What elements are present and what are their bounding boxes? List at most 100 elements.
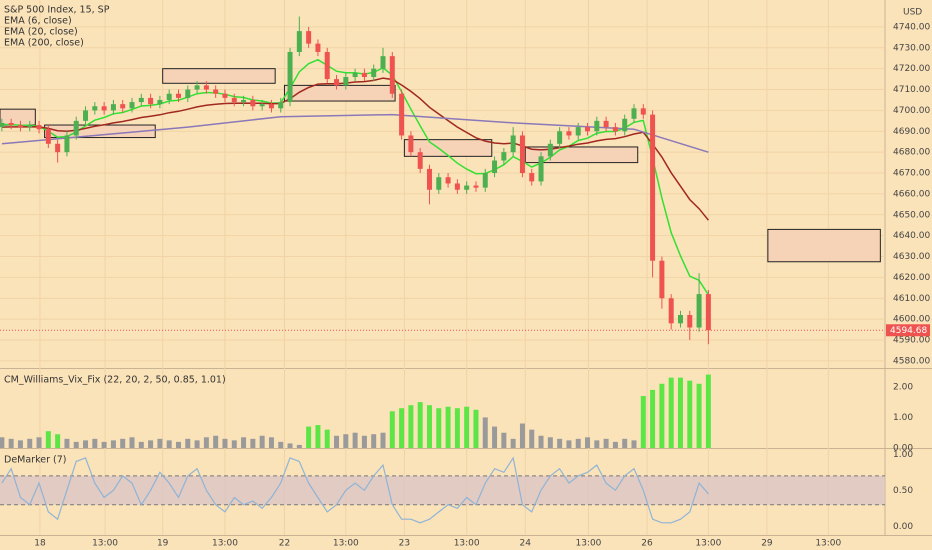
candle-body <box>399 93 405 136</box>
histogram-bar <box>92 438 98 448</box>
x-tick-label: 19 <box>157 539 169 549</box>
x-tick-label: 13:00 <box>333 539 359 549</box>
histogram-bar <box>612 441 618 448</box>
histogram-bar <box>8 438 14 448</box>
candle-body <box>650 114 656 261</box>
histogram-bar <box>324 429 330 448</box>
histogram-bar <box>148 440 154 448</box>
candle-body <box>27 125 33 128</box>
candle-body <box>0 122 5 128</box>
pane-title: S&P 500 Index, 15, SP <box>4 5 110 16</box>
candle-body <box>659 260 665 299</box>
histogram-bar <box>129 437 135 448</box>
histogram-bar <box>259 435 265 448</box>
candle-body <box>250 99 256 107</box>
candle-body <box>603 120 609 128</box>
y-tick-label: 2.00 <box>893 382 913 392</box>
candle-body <box>92 106 98 111</box>
candle-body <box>389 56 395 94</box>
candle-body <box>594 120 600 132</box>
y-tick-label: 0.00 <box>893 444 913 454</box>
candle-body <box>547 143 553 157</box>
histogram-bar <box>687 380 693 448</box>
candle-body <box>492 160 498 174</box>
last-price-label: 4594.68 <box>890 326 927 336</box>
candle-body <box>585 127 591 132</box>
candle-body <box>380 56 386 69</box>
legend-entry: EMA (20, close) <box>4 27 78 38</box>
x-tick-label: 22 <box>279 539 290 549</box>
candle-body <box>612 127 618 132</box>
histogram-bar <box>278 441 284 448</box>
x-tick-label: 13:00 <box>695 539 721 549</box>
histogram-bar <box>519 423 525 448</box>
legend-entry: EMA (6, close) <box>4 16 72 27</box>
y-tick-label: 4580.00 <box>893 356 930 366</box>
candle-body <box>83 110 89 121</box>
zone <box>524 146 639 164</box>
candle-body <box>529 173 535 182</box>
histogram-bar <box>566 440 572 448</box>
y-tick-label: 4650.00 <box>893 210 930 220</box>
last-price-box <box>886 324 930 337</box>
candle-body <box>668 298 674 324</box>
histogram-bar <box>594 440 600 448</box>
candle-body <box>241 99 247 103</box>
histogram-bar <box>0 437 5 448</box>
candle-body <box>120 104 126 109</box>
histogram-bar <box>464 406 470 448</box>
y-tick-label: 4690.00 <box>893 127 930 137</box>
histogram-bar <box>83 440 89 448</box>
currency-label: USD <box>903 8 922 18</box>
histogram-bar <box>213 435 219 448</box>
zone <box>403 139 493 157</box>
candle-body <box>55 143 61 153</box>
candle-body <box>36 125 42 130</box>
x-tick-label: 13:00 <box>815 539 841 549</box>
y-tick-label: 4590.00 <box>893 336 930 346</box>
band-fill <box>0 475 885 505</box>
histogram-bar <box>501 432 507 448</box>
candle-body <box>687 314 693 328</box>
y-tick-label: 4740.00 <box>893 22 930 32</box>
histogram-bar <box>380 432 386 448</box>
histogram-bar <box>659 383 665 448</box>
candle-body <box>17 125 23 128</box>
indicator-line <box>1 456 709 524</box>
histogram-bar <box>557 438 563 448</box>
y-tick-label: 4670.00 <box>893 169 930 179</box>
candle-body <box>194 85 200 90</box>
candle-body <box>454 183 460 190</box>
y-tick-label: 4700.00 <box>893 106 930 116</box>
candle-body <box>222 93 228 98</box>
histogram-bar <box>575 438 581 448</box>
candle-body <box>334 79 340 86</box>
histogram-bar <box>36 437 42 448</box>
x-tick-label: 13:00 <box>575 539 601 549</box>
candle-body <box>557 131 563 144</box>
histogram-bar <box>343 434 349 448</box>
candle-body <box>73 120 79 136</box>
candle-body <box>473 185 479 188</box>
candle-body <box>203 85 209 90</box>
histogram-bar <box>166 440 172 448</box>
y-tick-label: 0.00 <box>893 522 913 532</box>
candle-body <box>510 135 516 153</box>
histogram-bar <box>306 426 312 448</box>
y-tick-label: 4620.00 <box>893 273 930 283</box>
candle-body <box>417 152 423 169</box>
y-tick-label: 4640.00 <box>893 231 930 241</box>
candle-body <box>436 177 442 190</box>
candle-body <box>343 77 349 86</box>
y-tick-label: 4680.00 <box>893 148 930 158</box>
histogram-bar <box>361 435 367 448</box>
candle-body <box>575 127 581 136</box>
x-tick-label: 24 <box>520 539 532 549</box>
histogram-bar <box>241 437 247 448</box>
candle-body <box>538 156 544 182</box>
candle-body <box>213 89 219 94</box>
histogram-bar <box>185 438 191 448</box>
zone <box>162 68 276 84</box>
y-tick-label: 4730.00 <box>893 43 930 53</box>
